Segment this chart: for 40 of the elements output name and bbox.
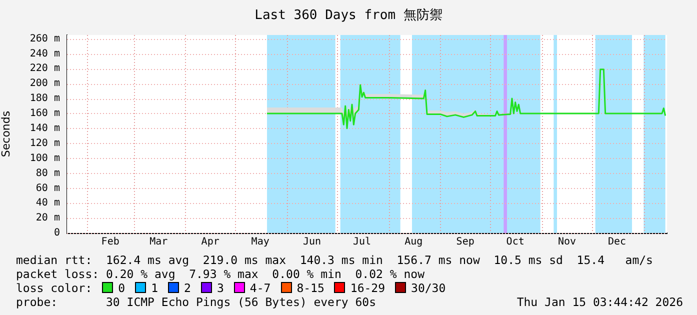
text: Thu Jan 15 03:44:42 2026	[516, 295, 683, 309]
text: packet loss: 0.20 % avg 7.93 % max 0.00 % min 0.02 % now	[16, 267, 426, 281]
y-tick-label: 260 m	[30, 33, 60, 44]
legend-label: 4-7	[250, 281, 271, 295]
chart-title: Last 360 Days from 無防禦	[254, 7, 444, 24]
legend-label: 0	[118, 281, 126, 295]
x-tick-label: Jun	[302, 236, 322, 248]
legend-title: loss color:	[16, 281, 92, 295]
y-tick-label: 240 m	[30, 48, 60, 60]
legend-label: 16-29	[350, 281, 386, 295]
x-tick-label: Mar	[150, 236, 168, 248]
legend-label: 8-15	[296, 281, 324, 295]
y-tick-label: 60 m	[36, 182, 60, 194]
x-tick-label: Dec	[608, 236, 626, 248]
y-tick-label: 20 m	[36, 212, 60, 224]
x-tick-label: May	[251, 236, 270, 248]
x-tick-label: Nov	[558, 236, 576, 248]
legend-label: 1	[151, 281, 158, 295]
y-tick-label: 0	[54, 228, 60, 239]
y-tick-label: 160 m	[30, 108, 60, 120]
y-tick-label: 180 m	[30, 93, 60, 104]
x-tick-label: Feb	[101, 236, 120, 248]
y-tick-label: 140 m	[30, 122, 60, 134]
legend-label: 3	[216, 281, 224, 295]
legend-label: 2	[184, 281, 191, 295]
y-tick-label: 120 m	[30, 138, 60, 149]
y-tick-label: 80 m	[36, 168, 60, 179]
text: probe: 30 ICMP Echo Pings (56 Bytes) every 60s	[16, 295, 376, 309]
x-tick-label: Oct	[506, 236, 524, 248]
legend-label: 30/30	[411, 281, 446, 295]
x-tick-label: Aug	[404, 236, 423, 248]
y-tick-label: 200 m	[30, 78, 60, 90]
x-tick-label: Apr	[201, 236, 220, 248]
x-tick-label: Sep	[456, 236, 474, 248]
y-axis-title: Seconds	[0, 110, 12, 158]
y-tick-label: 40 m	[36, 198, 60, 209]
text: median rtt: 162.4 ms avg 219.0 ms max 140.3 ms min 156.7 ms now 10.5 ms sd 15.4 am/s	[16, 253, 654, 267]
y-tick-label: 100 m	[30, 152, 60, 164]
y-tick-label: 220 m	[30, 63, 60, 74]
x-tick-label: Jul	[352, 236, 372, 248]
